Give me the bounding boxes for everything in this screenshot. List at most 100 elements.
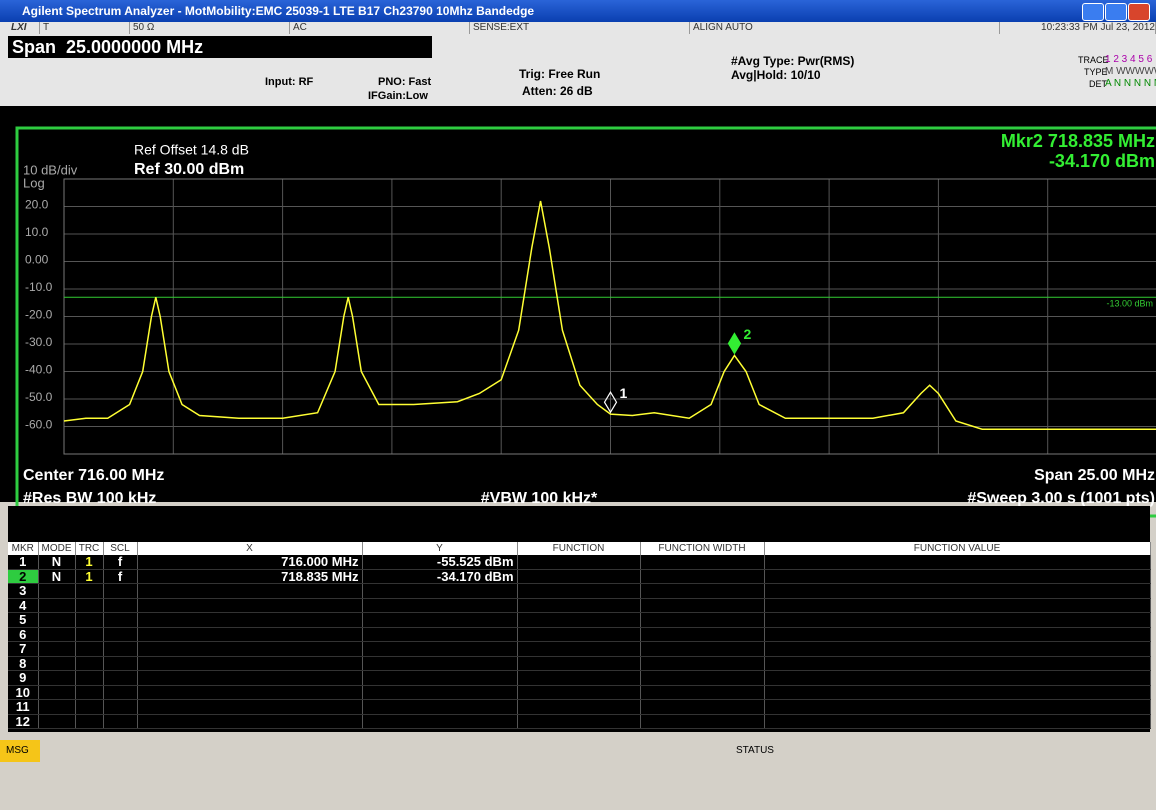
table-cell bbox=[517, 670, 641, 686]
column-header: Y bbox=[362, 542, 518, 555]
window-title: Agilent Spectrum Analyzer - MotMobility:… bbox=[22, 4, 535, 18]
table-row: 6 bbox=[8, 627, 1151, 642]
table-row: 8 bbox=[8, 656, 1151, 671]
ref-offset: Ref Offset 14.8 dB bbox=[134, 142, 249, 158]
header-row: MKR MODE TRC SCL X Y FUNCTION FUNCTION WIDTH FUN… bbox=[8, 542, 1151, 555]
table-cell bbox=[640, 670, 765, 686]
table-row: 4 bbox=[8, 598, 1151, 613]
table-cell bbox=[75, 641, 104, 657]
res-bw: #Res BW 100 kHz bbox=[23, 490, 156, 507]
table-cell bbox=[764, 612, 1151, 628]
type-values: M WWWWW bbox=[1105, 66, 1156, 77]
table-cell bbox=[75, 714, 104, 729]
table-cell bbox=[764, 714, 1151, 729]
y-tick-label: 0.00 bbox=[25, 253, 49, 267]
table: MKR MODE TRC SCL X Y FUNCTION FUNCTION WIDTH FUN… bbox=[8, 542, 1151, 729]
table-cell bbox=[517, 641, 641, 657]
table-cell: 3 bbox=[8, 583, 39, 599]
table-cell bbox=[38, 598, 76, 613]
trace-numbers: 1 2 3 4 5 6 bbox=[1105, 54, 1153, 65]
table-cell: 7 bbox=[8, 641, 39, 657]
table-cell bbox=[137, 714, 363, 729]
status-field: ALIGN AUTO bbox=[690, 22, 1000, 34]
span-setting: Span 25.0000000 MHz bbox=[12, 37, 204, 57]
table-cell bbox=[103, 656, 138, 671]
table-cell bbox=[640, 555, 765, 570]
column-header: TRC bbox=[75, 542, 104, 555]
span: Span 25.00 MHz bbox=[1034, 467, 1155, 484]
table-cell: N bbox=[38, 555, 76, 570]
msg: MSG bbox=[6, 745, 29, 756]
table-cell: 10 bbox=[8, 685, 39, 700]
table-cell bbox=[640, 612, 765, 628]
table-cell bbox=[640, 699, 765, 715]
table-cell: f bbox=[103, 569, 138, 584]
table-cell bbox=[362, 583, 518, 599]
table-cell bbox=[517, 583, 641, 599]
ref-level: Ref 30.00 dBm bbox=[134, 161, 244, 178]
table-cell: 8 bbox=[8, 656, 39, 671]
table-cell: 1 bbox=[8, 555, 39, 570]
close-button[interactable] bbox=[1128, 3, 1150, 21]
table-cell bbox=[137, 627, 363, 642]
type-label: TYPE bbox=[1084, 67, 1108, 77]
table-cell bbox=[517, 569, 641, 584]
table-cell bbox=[640, 598, 765, 613]
table-cell bbox=[38, 714, 76, 729]
table-cell bbox=[764, 670, 1151, 686]
vbw: #VBW 100 kHz* bbox=[481, 490, 598, 507]
table-cell bbox=[75, 685, 104, 700]
table-cell bbox=[764, 555, 1151, 570]
table-cell bbox=[517, 598, 641, 613]
table-cell bbox=[103, 714, 138, 729]
column-header: MKR bbox=[8, 542, 39, 555]
table-cell bbox=[103, 612, 138, 628]
table-row: 3 bbox=[8, 583, 1151, 599]
table-cell: 12 bbox=[8, 714, 39, 729]
page: Agilent Spectrum Analyzer - MotMobility:… bbox=[0, 0, 1156, 763]
column-header: FUNCTION WIDTH bbox=[640, 542, 765, 555]
table-cell bbox=[75, 598, 104, 613]
table-cell: 718.835 MHz bbox=[137, 569, 363, 584]
status-field: 50 Ω bbox=[130, 22, 290, 34]
table-cell bbox=[38, 656, 76, 671]
table-cell bbox=[764, 627, 1151, 642]
scale-type: Log bbox=[23, 175, 45, 190]
table-row: 10 bbox=[8, 685, 1151, 700]
table-cell bbox=[38, 627, 76, 642]
table-cell: 1 bbox=[75, 569, 104, 584]
table-cell bbox=[103, 583, 138, 599]
table-cell bbox=[764, 569, 1151, 584]
table-cell bbox=[38, 699, 76, 715]
table-row: 9 bbox=[8, 670, 1151, 686]
marker-table: MKR MODE TRC SCL X Y FUNCTION FUNCTION WIDTH FUN… bbox=[8, 506, 1151, 732]
table-cell bbox=[362, 612, 518, 628]
minimize-button[interactable] bbox=[1082, 3, 1104, 21]
table-cell bbox=[137, 685, 363, 700]
trace bbox=[63, 200, 1156, 430]
table-cell bbox=[38, 583, 76, 599]
det-values: A N N N N N bbox=[1105, 78, 1156, 89]
table-cell bbox=[75, 627, 104, 642]
table-cell bbox=[103, 685, 138, 700]
y-tick-label: 10.0 bbox=[25, 225, 49, 239]
maximize-button[interactable] bbox=[1105, 3, 1127, 21]
marker bbox=[603, 391, 618, 414]
y-tick-label: -60.0 bbox=[25, 418, 53, 432]
status-bar: MSG STATUS bbox=[0, 738, 1156, 763]
table-cell bbox=[362, 670, 518, 686]
table-row: 2 N 1 f 718.835 MHz -34.170 dBm bbox=[8, 569, 1151, 584]
table-cell bbox=[362, 598, 518, 613]
table-cell bbox=[362, 641, 518, 657]
table-cell: 11 bbox=[8, 699, 39, 715]
table-cell bbox=[640, 569, 765, 584]
status-field: SENSE:EXT bbox=[470, 22, 690, 34]
table-cell bbox=[517, 555, 641, 570]
table-cell bbox=[137, 598, 363, 613]
avg-type: #Avg Type: Pwr(RMS) bbox=[731, 54, 855, 68]
table-row: 12 bbox=[8, 714, 1151, 729]
table-cell bbox=[362, 656, 518, 671]
table-cell bbox=[640, 714, 765, 729]
table-cell bbox=[38, 670, 76, 686]
column-header: FUNCTION bbox=[517, 542, 641, 555]
